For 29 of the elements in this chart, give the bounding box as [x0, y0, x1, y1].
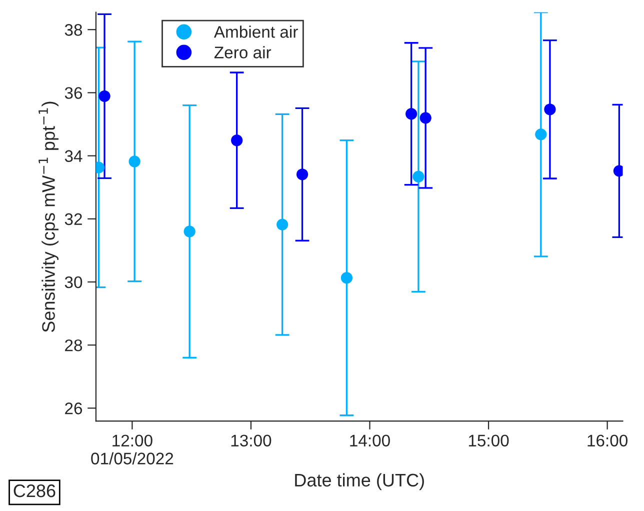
point: [128, 156, 140, 168]
point: [412, 170, 424, 182]
x-tick-label: 12:00 01/05/2022: [91, 434, 174, 464]
point: [184, 226, 196, 238]
point: [420, 112, 432, 124]
point: [231, 134, 243, 146]
x-axis-title: Date time (UTC): [295, 473, 424, 490]
point: [535, 128, 547, 140]
y-axis-title: Sensitivity (cps mW$^{−1}$ ppt$^{−1}$): [38, 102, 58, 332]
legend-label: Ambient air: [214, 26, 298, 38]
point: [296, 168, 308, 180]
legend-label: Zero air: [214, 46, 272, 58]
y-tick-label: 38: [64, 24, 82, 36]
point: [98, 90, 110, 102]
y-tick-label: 32: [64, 213, 82, 226]
point: [340, 272, 353, 284]
x-tick-label: 13:00: [231, 434, 272, 446]
y-tick-label: 26: [65, 402, 82, 414]
y-tick-label: 36: [64, 87, 82, 99]
y-tick-label: 34: [64, 150, 82, 162]
y-tick-label: 30: [64, 276, 82, 288]
y-tick-label: 28: [65, 339, 82, 352]
point: [406, 108, 418, 120]
text: C286: [14, 484, 56, 498]
point: [544, 104, 556, 116]
x-tick-label: 14:00: [350, 434, 390, 446]
point: [276, 218, 288, 230]
x-tick-label: 15:00: [468, 434, 509, 446]
x-tick-label: 16:00: [588, 434, 628, 446]
